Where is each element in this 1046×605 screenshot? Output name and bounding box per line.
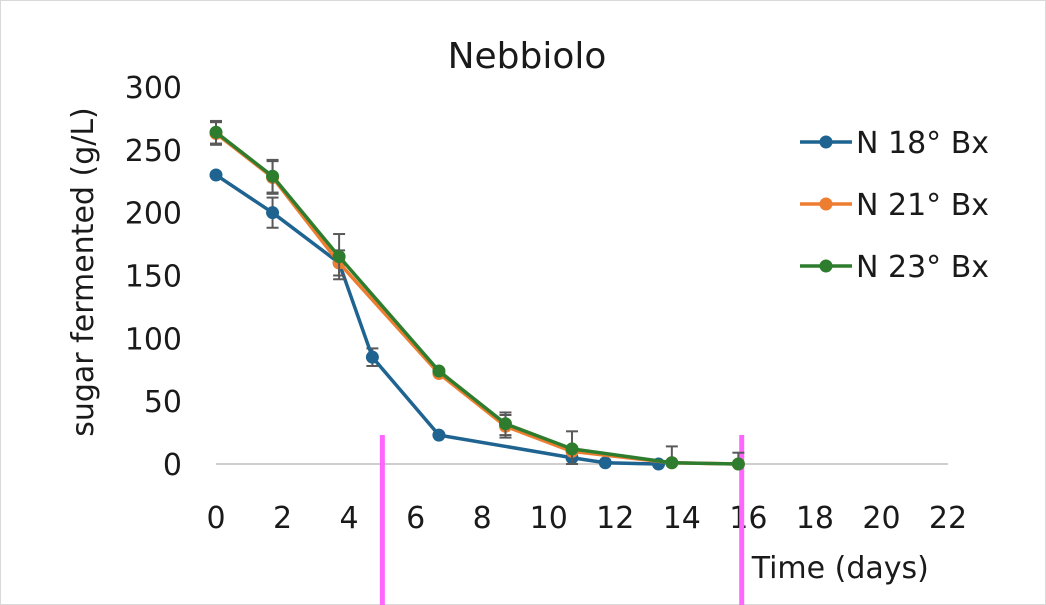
legend-label: N 18° Bx — [856, 126, 989, 161]
x-tick-label: 12 — [596, 501, 634, 536]
series-line — [214, 132, 739, 466]
y-axis-label: sugar fermented (g/L) — [66, 107, 101, 437]
x-tick-label: 4 — [340, 501, 359, 536]
axes: 0 2 4 6 8 10 12 14 16 18 20 22 0 50 100 150 200 250 300 — [125, 71, 967, 536]
x-tick-label: 18 — [796, 501, 834, 536]
data-point — [731, 457, 745, 471]
data-point — [565, 442, 579, 456]
chart-title: Nebbiolo — [448, 36, 607, 77]
legend-marker — [819, 135, 833, 149]
data-point — [598, 456, 612, 470]
y-tick-label: 100 — [125, 322, 182, 357]
legend-marker — [819, 197, 833, 211]
y-tick-label: 200 — [125, 197, 182, 232]
x-tick-label: 8 — [473, 501, 492, 536]
x-tick-label: 16 — [729, 501, 767, 536]
data-point — [432, 428, 446, 442]
x-tick-label: 0 — [206, 501, 225, 536]
data-point — [365, 350, 379, 364]
x-tick-label: 10 — [530, 501, 568, 536]
data-point — [665, 456, 679, 470]
legend-label: N 23° Bx — [856, 250, 989, 285]
data-point — [432, 364, 446, 378]
x-tick-label: 6 — [406, 501, 425, 536]
x-axis-label: Time (days) — [751, 551, 929, 586]
series-line — [214, 130, 739, 466]
legend-label: N 21° Bx — [856, 188, 989, 223]
y-tick-label: 150 — [125, 260, 182, 295]
data-point — [266, 206, 280, 220]
x-tick-label: 22 — [929, 501, 967, 536]
series-1 — [209, 121, 745, 471]
series-line — [215, 173, 659, 466]
data-point — [209, 125, 223, 139]
legend: N 18° Bx N 21° Bx N 23° Bx — [800, 126, 989, 285]
series-group — [209, 119, 745, 471]
x-tick-label: 20 — [862, 501, 900, 536]
series-0 — [209, 168, 666, 471]
y-tick-label: 250 — [125, 134, 182, 169]
data-point — [498, 417, 512, 431]
data-point — [209, 168, 223, 182]
y-tick-label: 50 — [144, 385, 182, 420]
data-point — [266, 169, 280, 183]
series-2 — [209, 119, 745, 471]
x-tick-label: 2 — [273, 501, 292, 536]
legend-marker — [819, 259, 833, 273]
y-tick-label: 300 — [125, 71, 182, 106]
x-tick-label: 14 — [663, 501, 701, 536]
y-tick-label: 0 — [163, 448, 182, 483]
data-point — [332, 250, 346, 264]
